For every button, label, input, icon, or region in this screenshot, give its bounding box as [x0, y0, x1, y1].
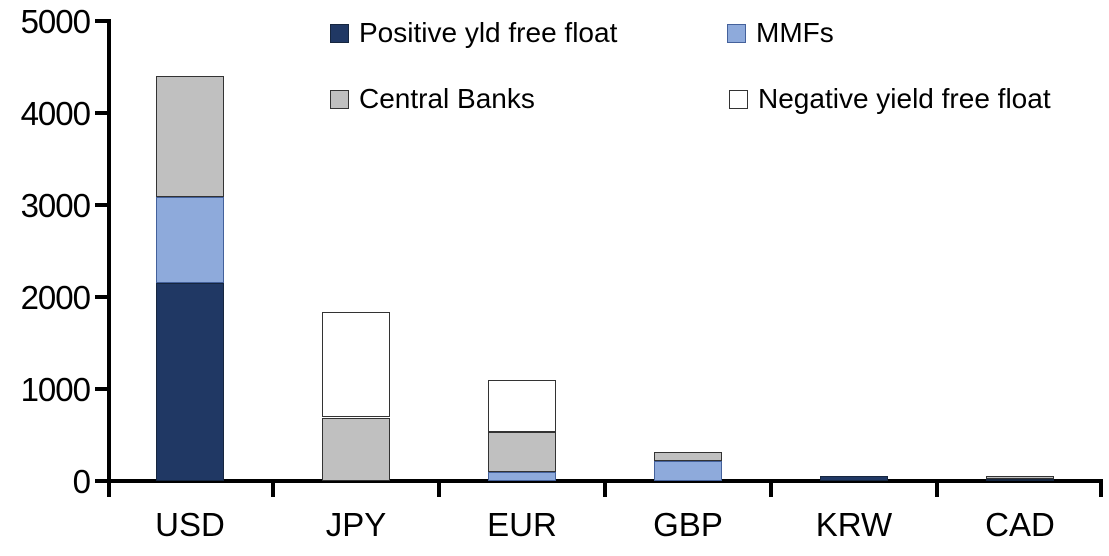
x-axis-tick [271, 483, 275, 497]
legend-item-negative-yield-free-float: Negative yield free float [729, 84, 1051, 114]
x-axis-tick [935, 483, 939, 497]
bar-segment-cad-central-banks [986, 476, 1054, 479]
y-axis-tick [95, 295, 109, 299]
x-axis-tick [437, 483, 441, 497]
x-axis-category-label-gbp: GBP [653, 506, 723, 543]
x-axis-category-label-krw: KRW [815, 506, 893, 543]
bar-segment-jpy-negative-yield-free-float [322, 312, 390, 417]
bar-segment-usd-mmfs [156, 197, 224, 283]
legend-swatch-mmfs [727, 23, 746, 43]
y-axis-tick-label: 1000 [20, 371, 91, 408]
y-axis-tick [95, 19, 109, 23]
x-axis-category-label-cad: CAD [985, 506, 1055, 543]
bar-segment-eur-central-banks [488, 432, 556, 472]
y-axis-tick-label: 0 [72, 463, 91, 500]
bar-segment-usd-positive-yld-free-float [156, 283, 224, 481]
y-axis-tick [95, 111, 109, 115]
x-axis-category-label-eur: EUR [487, 506, 557, 543]
legend-item-central-banks: Central Banks [330, 84, 535, 114]
bar-segment-eur-mmfs [488, 472, 556, 481]
bar-segment-usd-central-banks [156, 76, 224, 197]
x-axis-line [107, 479, 1103, 483]
legend-label: Negative yield free float [758, 83, 1051, 114]
x-axis-tick [769, 483, 773, 497]
x-axis-category-label-usd: USD [155, 506, 225, 543]
bar-segment-cad-positive-yld-free-float [986, 479, 1054, 481]
legend-label: Central Banks [359, 83, 535, 114]
x-axis-category-label-jpy: JPY [325, 506, 387, 543]
bar-segment-gbp-central-banks [654, 452, 722, 461]
bar-segment-krw-positive-yld-free-float [820, 476, 888, 481]
y-axis-tick [95, 387, 109, 391]
x-axis-tick [107, 483, 111, 497]
x-axis-tick [603, 483, 607, 497]
y-axis-tick-label: 5000 [20, 3, 91, 40]
y-axis-line [107, 19, 111, 497]
y-axis-tick-label: 3000 [20, 187, 91, 224]
legend-label: Positive yld free float [359, 17, 618, 48]
bar-segment-gbp-mmfs [654, 461, 722, 481]
bar-segment-eur-negative-yield-free-float [488, 380, 556, 432]
legend-swatch-central-banks [330, 89, 349, 109]
y-axis-tick [95, 203, 109, 207]
legend-swatch-positive-yld-free-float [330, 23, 349, 43]
y-axis-tick-label: 4000 [20, 95, 91, 132]
legend-swatch-negative-yield-free-float [729, 89, 748, 109]
y-axis-tick [95, 479, 109, 483]
y-axis-tick-label: 2000 [20, 279, 91, 316]
legend-item-mmfs: MMFs [727, 18, 834, 48]
bar-segment-jpy-central-banks [322, 418, 390, 481]
legend-label: MMFs [756, 17, 834, 48]
legend-item-positive-yld-free-float: Positive yld free float [330, 18, 617, 48]
x-axis-tick [1099, 483, 1103, 497]
